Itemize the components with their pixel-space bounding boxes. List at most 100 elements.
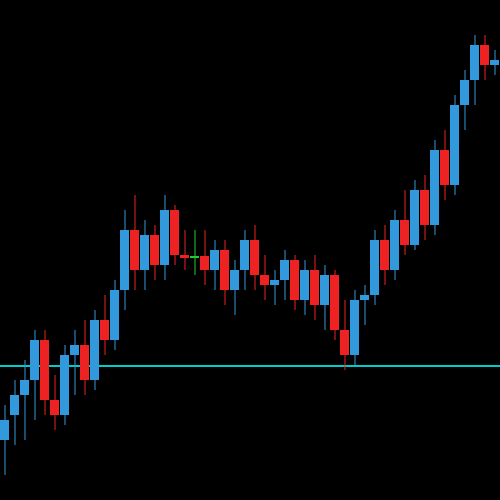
candle-body <box>220 250 229 290</box>
candle-body <box>270 280 279 285</box>
candle <box>70 0 79 500</box>
candle <box>260 0 269 500</box>
candle-wick <box>364 285 365 325</box>
candle <box>250 0 259 500</box>
candle-body <box>320 275 329 305</box>
candle-body <box>10 395 19 415</box>
candle-body <box>170 210 179 255</box>
candle-body <box>100 320 109 340</box>
candle <box>440 0 449 500</box>
candle-body <box>70 345 79 355</box>
candle-body <box>160 210 169 265</box>
candle <box>300 0 309 500</box>
candle-body <box>0 420 9 440</box>
candle <box>10 0 19 500</box>
candle <box>190 0 199 500</box>
candle-body <box>200 256 209 270</box>
candle-body <box>210 250 219 270</box>
candle-body <box>90 320 99 380</box>
candle-body <box>380 240 389 270</box>
candle <box>130 0 139 500</box>
candle-body <box>50 400 59 415</box>
candle <box>390 0 399 500</box>
candle-body <box>20 380 29 395</box>
candle <box>200 0 209 500</box>
candle <box>110 0 119 500</box>
candle-wick <box>194 230 195 275</box>
candle <box>350 0 359 500</box>
candle <box>340 0 349 500</box>
candle <box>230 0 239 500</box>
candle <box>30 0 39 500</box>
candle-body <box>460 80 469 105</box>
candle-body <box>280 260 289 280</box>
candle-body <box>450 105 459 185</box>
candle-wick <box>184 230 185 270</box>
candle <box>50 0 59 500</box>
candle <box>310 0 319 500</box>
candle <box>90 0 99 500</box>
candle <box>0 0 9 500</box>
candle-body <box>260 275 269 285</box>
candle <box>420 0 429 500</box>
candle-body <box>60 355 69 415</box>
candle <box>280 0 289 500</box>
candle-wick <box>4 405 5 475</box>
candle-body <box>80 345 89 380</box>
candle <box>430 0 439 500</box>
candle-body <box>40 340 49 400</box>
candle-body <box>400 220 409 245</box>
candle <box>60 0 69 500</box>
candle-body <box>150 235 159 265</box>
candle <box>170 0 179 500</box>
candle-body <box>390 220 399 270</box>
candle <box>360 0 369 500</box>
candle-body <box>420 190 429 225</box>
candle <box>140 0 149 500</box>
candle-body <box>140 235 149 270</box>
candle-body <box>330 275 339 330</box>
candle <box>100 0 109 500</box>
candle-body <box>490 60 499 65</box>
candle-body <box>180 255 189 258</box>
candle <box>210 0 219 500</box>
candle <box>120 0 129 500</box>
candle-body <box>430 150 439 225</box>
candle-body <box>120 230 129 290</box>
candle <box>320 0 329 500</box>
candle-body <box>440 150 449 185</box>
candle-body <box>240 240 249 270</box>
candle <box>220 0 229 500</box>
candle <box>330 0 339 500</box>
candle-body <box>480 45 489 65</box>
candle-body <box>290 260 299 300</box>
candle-body <box>250 240 259 275</box>
candle <box>270 0 279 500</box>
candle-body <box>190 256 199 258</box>
candle <box>20 0 29 500</box>
candle <box>290 0 299 500</box>
candle <box>460 0 469 500</box>
candle-body <box>230 270 239 290</box>
candle-wick <box>274 270 275 305</box>
candle-body <box>370 240 379 295</box>
candle <box>240 0 249 500</box>
candle-body <box>360 295 369 300</box>
candle <box>400 0 409 500</box>
candle <box>480 0 489 500</box>
candle-body <box>310 270 319 305</box>
candlestick-chart <box>0 0 500 500</box>
candle <box>470 0 479 500</box>
candle-body <box>130 230 139 270</box>
candle-wick <box>24 360 25 440</box>
candle-body <box>340 330 349 355</box>
candle <box>370 0 379 500</box>
candle-wick <box>74 330 75 395</box>
candle <box>380 0 389 500</box>
candle-body <box>30 340 39 380</box>
candle-body <box>350 300 359 355</box>
candle <box>490 0 499 500</box>
candle <box>40 0 49 500</box>
candle-body <box>470 45 479 80</box>
candle <box>410 0 419 500</box>
